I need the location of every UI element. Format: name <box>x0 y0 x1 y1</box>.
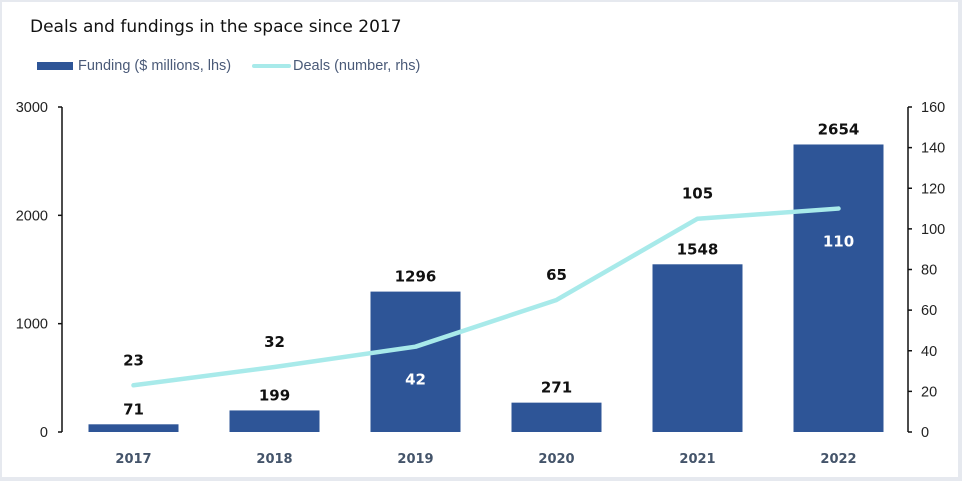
deals-data-label: 110 <box>823 233 854 251</box>
chart-title: Deals and fundings in the space since 20… <box>30 17 402 37</box>
bar-2022 <box>793 144 884 432</box>
left-axis-tick-label: 2000 <box>16 208 48 224</box>
funding-data-label: 271 <box>541 379 572 397</box>
left-axis-tick-label: 0 <box>40 425 48 441</box>
legend-swatch-deals <box>252 64 291 68</box>
legend-label-deals: Deals (number, rhs) <box>293 58 421 74</box>
right-axis-tick-label: 0 <box>921 425 929 441</box>
deals-data-label: 65 <box>546 266 567 284</box>
x-axis-tick-label: 2021 <box>679 452 715 467</box>
funding-data-label: 2654 <box>818 120 860 138</box>
funding-data-label: 1296 <box>395 268 437 286</box>
right-axis-tick-label: 60 <box>921 303 937 319</box>
bar-2018 <box>229 410 320 432</box>
legend-item-deals: Deals (number, rhs) <box>252 56 420 76</box>
deals-data-label: 23 <box>123 351 144 369</box>
right-axis-tick-label: 40 <box>921 344 937 360</box>
funding-data-label: 71 <box>123 400 144 418</box>
bar-2019 <box>370 291 461 432</box>
x-axis-tick-label: 2020 <box>538 452 574 467</box>
left-axis-tick-label: 1000 <box>16 317 48 333</box>
right-axis-tick-label: 160 <box>921 100 945 116</box>
line-group <box>131 206 841 388</box>
right-axis-tick-label: 140 <box>921 141 945 157</box>
right-axis-tick-label: 120 <box>921 181 945 197</box>
funding-data-label: 199 <box>259 386 290 404</box>
right-axis-tick-label: 20 <box>921 384 937 400</box>
left-axis-tick-label: 3000 <box>16 100 48 116</box>
deals-data-label: 32 <box>264 333 285 351</box>
deals-line <box>131 206 841 388</box>
deals-data-label: 42 <box>405 371 426 389</box>
bar-2020 <box>511 402 602 432</box>
axes-group: 0 1000 2000 3000 0 20 40 60 80 100 120 140 160 <box>16 100 945 441</box>
labels-group: 2017 2018 2019 2020 2021 2022 71 199 1296 271 1548… <box>115 120 859 467</box>
x-axis-tick-label: 2019 <box>397 452 433 467</box>
bar-2021 <box>652 264 743 432</box>
bar-2017 <box>88 424 179 432</box>
deals-data-label: 105 <box>682 185 713 203</box>
bars-group <box>88 144 884 432</box>
legend-item-funding: Funding ($ millions, lhs) <box>37 56 231 76</box>
legend-swatch-funding <box>37 62 73 70</box>
x-axis-tick-label: 2018 <box>256 452 292 467</box>
right-axis-tick-label: 100 <box>921 222 945 238</box>
x-axis-tick-label: 2017 <box>115 452 151 467</box>
x-axis-tick-label: 2022 <box>820 452 856 467</box>
funding-data-label: 1548 <box>677 240 719 258</box>
legend-label-funding: Funding ($ millions, lhs) <box>78 58 232 74</box>
right-axis-tick-label: 80 <box>921 263 937 279</box>
